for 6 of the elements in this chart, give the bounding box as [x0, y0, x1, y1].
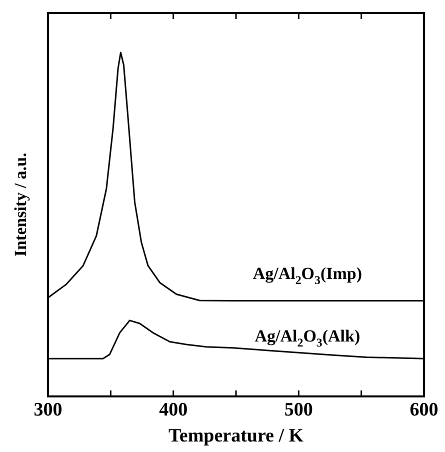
- x-tick-label: 400: [159, 400, 188, 421]
- x-tick-label: 600: [410, 400, 438, 421]
- x-tick-label: 500: [284, 400, 313, 421]
- x-axis-title: Temperature / K: [168, 426, 304, 447]
- y-axis-title: Intensity / a.u.: [11, 152, 30, 257]
- x-tick-label: 300: [34, 400, 62, 421]
